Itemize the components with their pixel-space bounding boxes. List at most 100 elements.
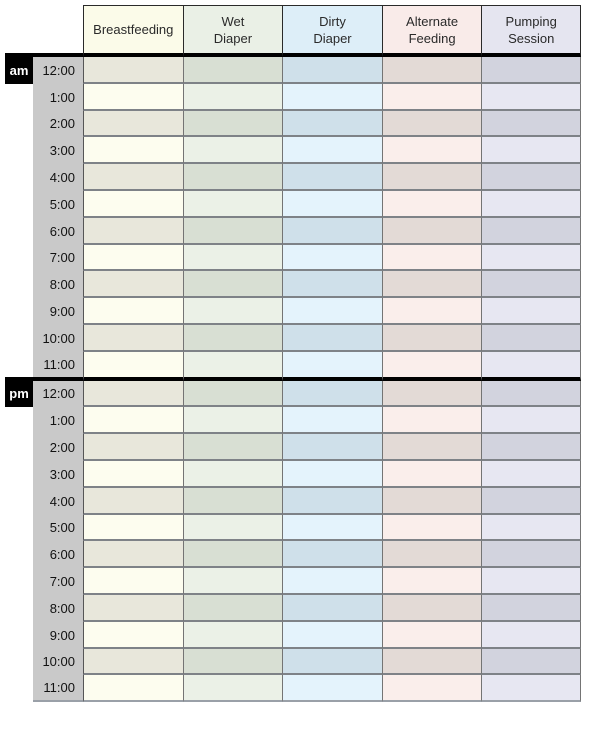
log-cell-dirty-diaper-am-800[interactable]: [282, 271, 382, 299]
log-cell-dirty-diaper-pm-900[interactable]: [282, 621, 382, 649]
log-cell-breastfeeding-am-1200[interactable]: [83, 57, 183, 84]
log-cell-alternate-feeding-am-200[interactable]: [381, 110, 482, 138]
log-cell-wet-diaper-pm-1200[interactable]: [182, 380, 283, 408]
log-cell-dirty-diaper-pm-100[interactable]: [282, 407, 382, 435]
log-cell-breastfeeding-am-100[interactable]: [83, 83, 183, 111]
log-cell-dirty-diaper-am-200[interactable]: [282, 110, 382, 138]
log-cell-wet-diaper-am-700[interactable]: [182, 244, 283, 272]
log-cell-alternate-feeding-pm-500[interactable]: [381, 514, 482, 542]
log-cell-pumping-session-pm-700[interactable]: [481, 568, 581, 595]
log-cell-pumping-session-am-1100[interactable]: [481, 351, 581, 381]
log-cell-breastfeeding-pm-700[interactable]: [83, 568, 183, 595]
log-cell-wet-diaper-pm-1100[interactable]: [182, 675, 283, 703]
log-cell-alternate-feeding-am-500[interactable]: [381, 190, 482, 218]
log-cell-dirty-diaper-pm-800[interactable]: [282, 594, 382, 622]
log-cell-alternate-feeding-am-900[interactable]: [381, 298, 482, 325]
log-cell-dirty-diaper-am-1200[interactable]: [282, 57, 382, 84]
log-cell-pumping-session-pm-600[interactable]: [481, 541, 581, 569]
log-cell-alternate-feeding-pm-400[interactable]: [381, 487, 482, 515]
log-cell-wet-diaper-am-100[interactable]: [182, 83, 283, 111]
log-cell-wet-diaper-pm-400[interactable]: [182, 487, 283, 515]
log-cell-breastfeeding-am-1000[interactable]: [83, 324, 183, 352]
log-cell-dirty-diaper-pm-500[interactable]: [282, 514, 382, 542]
log-cell-breastfeeding-pm-1100[interactable]: [83, 675, 183, 703]
log-cell-alternate-feeding-am-600[interactable]: [381, 217, 482, 245]
log-cell-dirty-diaper-pm-300[interactable]: [282, 460, 382, 488]
log-cell-breastfeeding-am-900[interactable]: [83, 298, 183, 325]
log-cell-pumping-session-pm-1200[interactable]: [481, 380, 581, 408]
log-cell-alternate-feeding-pm-600[interactable]: [381, 541, 482, 569]
log-cell-dirty-diaper-pm-1200[interactable]: [282, 380, 382, 408]
log-cell-wet-diaper-am-1100[interactable]: [182, 351, 283, 381]
log-cell-dirty-diaper-pm-700[interactable]: [282, 568, 382, 595]
log-cell-dirty-diaper-am-100[interactable]: [282, 83, 382, 111]
log-cell-alternate-feeding-am-100[interactable]: [381, 83, 482, 111]
log-cell-pumping-session-pm-300[interactable]: [481, 460, 581, 488]
log-cell-alternate-feeding-pm-1200[interactable]: [381, 380, 482, 408]
log-cell-wet-diaper-am-200[interactable]: [182, 110, 283, 138]
log-cell-alternate-feeding-am-700[interactable]: [381, 244, 482, 272]
log-cell-breastfeeding-pm-500[interactable]: [83, 514, 183, 542]
log-cell-breastfeeding-am-600[interactable]: [83, 217, 183, 245]
log-cell-breastfeeding-am-1100[interactable]: [83, 351, 183, 381]
log-cell-pumping-session-am-600[interactable]: [481, 217, 581, 245]
log-cell-dirty-diaper-am-400[interactable]: [282, 164, 382, 191]
log-cell-dirty-diaper-pm-1000[interactable]: [282, 648, 382, 676]
log-cell-dirty-diaper-pm-200[interactable]: [282, 434, 382, 461]
log-cell-wet-diaper-pm-800[interactable]: [182, 594, 283, 622]
log-cell-wet-diaper-am-900[interactable]: [182, 298, 283, 325]
log-cell-alternate-feeding-pm-900[interactable]: [381, 621, 482, 649]
log-cell-alternate-feeding-pm-800[interactable]: [381, 594, 482, 622]
log-cell-alternate-feeding-am-300[interactable]: [381, 137, 482, 165]
log-cell-wet-diaper-am-600[interactable]: [182, 217, 283, 245]
log-cell-alternate-feeding-am-1100[interactable]: [381, 351, 482, 381]
log-cell-alternate-feeding-pm-300[interactable]: [381, 460, 482, 488]
log-cell-pumping-session-am-1000[interactable]: [481, 324, 581, 352]
log-cell-dirty-diaper-am-300[interactable]: [282, 137, 382, 165]
log-cell-alternate-feeding-am-1200[interactable]: [381, 57, 482, 84]
log-cell-alternate-feeding-pm-1000[interactable]: [381, 648, 482, 676]
log-cell-alternate-feeding-am-800[interactable]: [381, 271, 482, 299]
log-cell-breastfeeding-am-500[interactable]: [83, 190, 183, 218]
log-cell-dirty-diaper-pm-400[interactable]: [282, 487, 382, 515]
log-cell-pumping-session-am-300[interactable]: [481, 137, 581, 165]
log-cell-breastfeeding-pm-800[interactable]: [83, 594, 183, 622]
log-cell-breastfeeding-pm-1200[interactable]: [83, 380, 183, 408]
log-cell-pumping-session-pm-1000[interactable]: [481, 648, 581, 676]
log-cell-pumping-session-pm-900[interactable]: [481, 621, 581, 649]
log-cell-alternate-feeding-am-1000[interactable]: [381, 324, 482, 352]
log-cell-dirty-diaper-am-500[interactable]: [282, 190, 382, 218]
log-cell-pumping-session-am-1200[interactable]: [481, 57, 581, 84]
log-cell-pumping-session-pm-800[interactable]: [481, 594, 581, 622]
log-cell-pumping-session-am-900[interactable]: [481, 298, 581, 325]
log-cell-dirty-diaper-am-1000[interactable]: [282, 324, 382, 352]
log-cell-dirty-diaper-am-600[interactable]: [282, 217, 382, 245]
log-cell-breastfeeding-pm-1000[interactable]: [83, 648, 183, 676]
log-cell-dirty-diaper-am-1100[interactable]: [282, 351, 382, 381]
log-cell-breastfeeding-pm-600[interactable]: [83, 541, 183, 569]
log-cell-wet-diaper-am-300[interactable]: [182, 137, 283, 165]
log-cell-wet-diaper-am-500[interactable]: [182, 190, 283, 218]
log-cell-breastfeeding-pm-300[interactable]: [83, 460, 183, 488]
log-cell-wet-diaper-am-400[interactable]: [182, 164, 283, 191]
log-cell-pumping-session-am-200[interactable]: [481, 110, 581, 138]
log-cell-wet-diaper-pm-900[interactable]: [182, 621, 283, 649]
log-cell-pumping-session-pm-100[interactable]: [481, 407, 581, 435]
log-cell-breastfeeding-pm-100[interactable]: [83, 407, 183, 435]
log-cell-pumping-session-pm-400[interactable]: [481, 487, 581, 515]
log-cell-breastfeeding-pm-900[interactable]: [83, 621, 183, 649]
log-cell-wet-diaper-am-1200[interactable]: [182, 57, 283, 84]
log-cell-wet-diaper-pm-200[interactable]: [182, 434, 283, 461]
log-cell-dirty-diaper-pm-600[interactable]: [282, 541, 382, 569]
log-cell-breastfeeding-am-200[interactable]: [83, 110, 183, 138]
log-cell-wet-diaper-pm-300[interactable]: [182, 460, 283, 488]
log-cell-pumping-session-am-100[interactable]: [481, 83, 581, 111]
log-cell-pumping-session-am-800[interactable]: [481, 271, 581, 299]
log-cell-pumping-session-pm-500[interactable]: [481, 514, 581, 542]
log-cell-pumping-session-am-700[interactable]: [481, 244, 581, 272]
log-cell-dirty-diaper-pm-1100[interactable]: [282, 675, 382, 703]
log-cell-breastfeeding-am-800[interactable]: [83, 271, 183, 299]
log-cell-pumping-session-pm-200[interactable]: [481, 434, 581, 461]
log-cell-wet-diaper-am-1000[interactable]: [182, 324, 283, 352]
log-cell-alternate-feeding-pm-700[interactable]: [381, 568, 482, 595]
